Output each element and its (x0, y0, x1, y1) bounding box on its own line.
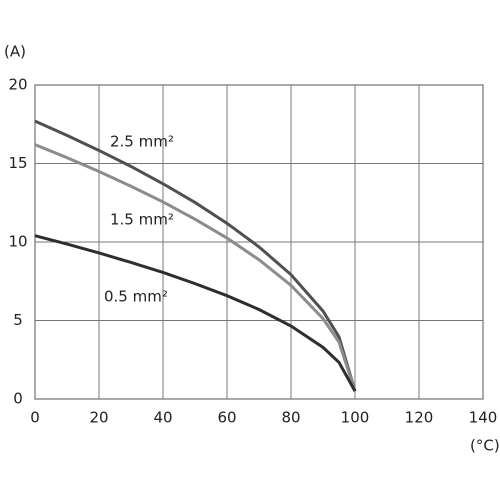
y-axis-label: (A) (4, 43, 26, 61)
series-label: 1.5 mm² (110, 211, 174, 229)
x-tick-label: 20 (89, 409, 108, 427)
x-tick-label: 80 (281, 409, 300, 427)
series-label: 0.5 mm² (104, 288, 168, 306)
y-tick-label: 15 (8, 154, 27, 172)
x-tick-label: 60 (217, 409, 236, 427)
y-tick-label: 20 (8, 76, 27, 94)
series-label: 2.5 mm² (110, 133, 174, 151)
x-tick-label: 40 (153, 409, 172, 427)
x-tick-label: 120 (405, 409, 434, 427)
y-tick-label: 0 (13, 390, 23, 408)
series-line (34, 119, 357, 392)
x-tick-label: 0 (30, 409, 40, 427)
x-tick-label: 140 (469, 409, 498, 427)
y-tick-label: 10 (8, 233, 27, 251)
series-line (34, 143, 357, 392)
x-tick-label: 100 (341, 409, 370, 427)
y-tick-label: 5 (13, 311, 23, 329)
series-line (34, 234, 357, 392)
x-axis-label: (°C) (470, 437, 500, 455)
